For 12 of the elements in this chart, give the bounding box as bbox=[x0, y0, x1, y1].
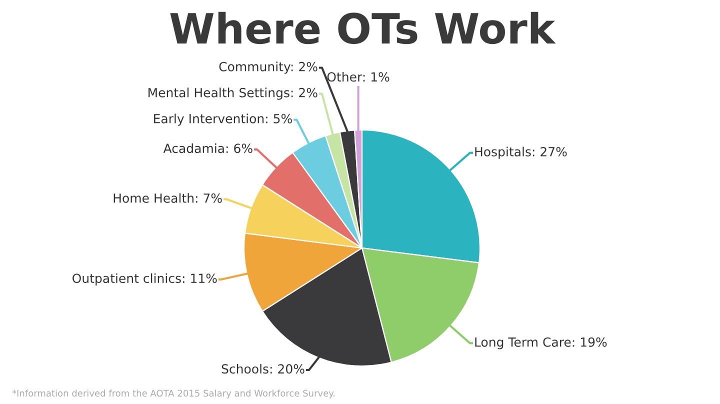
slice-label: Home Health: 7% bbox=[114, 193, 222, 203]
slice-label: Mental Health Settings: 2% bbox=[148, 88, 318, 100]
slice-label: Schools: 20% bbox=[222, 364, 304, 374]
chart-title: Where OTs Work bbox=[170, 12, 556, 44]
slice-label: Other: 1% bbox=[327, 72, 390, 82]
slice-label: Community: 2% bbox=[219, 62, 318, 74]
text: *Information derived from the AOTA 2015 Salary and Workforce Survey. bbox=[12, 390, 335, 398]
slice-label: Outpatient clinics: 11% bbox=[72, 273, 217, 286]
slice-label: Hospitals: 27% bbox=[475, 146, 567, 159]
slice-label: Long Term Care: 19% bbox=[475, 337, 607, 350]
slice-label: Acadamia: 6% bbox=[163, 143, 252, 154]
slice-label: Early Intervention: 5% bbox=[154, 114, 292, 126]
